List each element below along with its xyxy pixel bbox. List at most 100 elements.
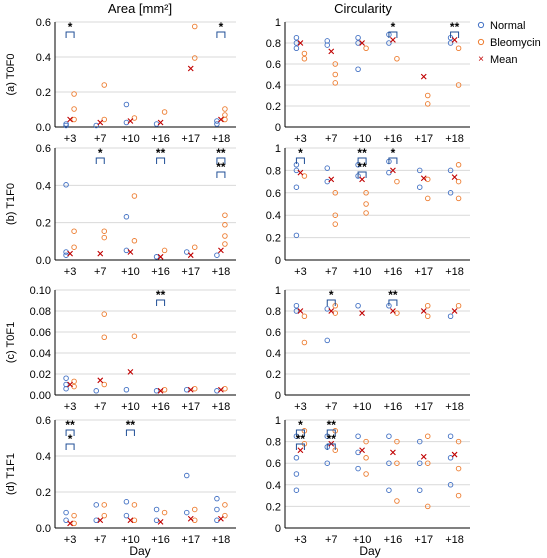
y-tick-label: 0.4: [266, 480, 281, 492]
bleomycin-point: [455, 195, 462, 202]
bleomycin-point: [332, 80, 339, 86]
normal-point: [293, 487, 300, 493]
significance-bracket: [95, 157, 105, 164]
panel-2: 00.20.40.60.81+3 +7 +10 +16 +17 +18* **: [266, 17, 470, 145]
x-tick-label: +3: [294, 534, 307, 546]
bleomycin-point: [161, 387, 168, 393]
normal-point: [293, 455, 300, 461]
bleomycin-point: [332, 71, 339, 78]
normal-point: [153, 506, 160, 513]
significance-bracket: [65, 31, 75, 38]
bleomycin-point: [191, 506, 198, 513]
y-tick-label: 0.4: [266, 210, 281, 222]
mean-marker: [157, 387, 164, 394]
mean-marker: [97, 517, 104, 524]
y-tick-label: 0.6: [266, 458, 281, 470]
normal-point: [447, 455, 454, 461]
bleomycin-point: [332, 221, 339, 227]
bleomycin-point: [131, 115, 138, 121]
bleomycin-point: [131, 333, 138, 339]
mean-marker: [420, 175, 427, 182]
x-tick-label: +10: [353, 401, 372, 413]
normal-point: [214, 495, 220, 502]
legend-normal-label: Normal: [490, 20, 525, 32]
normal-point: [324, 337, 331, 344]
y-tick-label: 0: [275, 122, 281, 134]
bleomycin-point: [222, 512, 228, 519]
normal-point: [63, 375, 69, 381]
x-tick-label: +7: [325, 133, 338, 145]
normal-point: [355, 40, 361, 46]
normal-point: [355, 303, 361, 309]
normal-point: [324, 165, 331, 171]
x-tick-label: +7: [94, 133, 107, 145]
x-tick-label: +3: [294, 133, 307, 145]
normal-point: [293, 45, 300, 52]
normal-point: [123, 499, 130, 505]
bleomycin-point: [425, 503, 431, 510]
significance-marker: **: [327, 418, 337, 432]
bleomycin-point: [101, 234, 107, 241]
y-tick-label: 0.02: [30, 369, 51, 381]
panel-7: 0.00.20.40.6+3 +7 +10 +16 +17 +18(d) T1F1****…: [5, 415, 236, 546]
normal-point: [214, 506, 220, 513]
y-tick-label: 0.2: [36, 87, 51, 99]
normal-point: [293, 303, 300, 309]
mean-marker: [420, 453, 427, 460]
y-tick-label: 0.4: [36, 180, 51, 192]
legend-mean-marker: ×: [478, 54, 484, 65]
bleomycin-point: [71, 91, 77, 97]
mean-marker: [127, 517, 134, 524]
bleomycin-point: [394, 178, 400, 185]
x-tick-label: +17: [181, 266, 200, 278]
mean-marker: [359, 40, 365, 46]
panel-3: 0.00.20.40.6+3 +7 +10 +16 +17 +18(b) T1F0* ** *…: [5, 143, 236, 278]
normal-point: [293, 184, 300, 190]
normal-point: [93, 388, 99, 394]
mean-marker: [328, 48, 335, 55]
x-tick-label: +10: [121, 401, 140, 413]
significance-marker: *: [329, 288, 334, 302]
mean-marker: [97, 250, 104, 257]
significance-bracket: [216, 171, 226, 178]
bleomycin-point: [71, 244, 77, 250]
bleomycin-point: [161, 247, 168, 254]
y-tick-label: 0.4: [36, 52, 51, 64]
normal-point: [123, 119, 130, 126]
bleomycin-point: [222, 233, 228, 239]
normal-point: [417, 487, 423, 493]
bleomycin-point: [425, 303, 431, 309]
mean-marker: [359, 176, 365, 183]
significance-bracket: [450, 31, 460, 38]
normal-point: [293, 308, 300, 314]
bleomycin-point: [363, 201, 369, 207]
bleomycin-point: [222, 222, 228, 228]
normal-point: [293, 232, 300, 239]
normal-point: [183, 509, 190, 516]
y-tick-label: 0.6: [266, 59, 281, 71]
x-tick-label: +17: [181, 401, 200, 413]
normal-point: [355, 66, 361, 72]
normal-point: [447, 167, 454, 174]
significance-bracket: [326, 443, 336, 450]
x-tick-label: +3: [64, 133, 77, 145]
bleomycin-point: [455, 45, 462, 52]
bleomycin-point: [394, 56, 400, 62]
significance-marker: *: [391, 20, 396, 34]
x-tick-label: +17: [181, 534, 200, 546]
significance-marker: **: [65, 418, 75, 432]
normal-point: [63, 517, 69, 524]
bleomycin-point: [363, 45, 369, 52]
bleomycin-point: [71, 520, 77, 527]
bleomycin-point: [71, 106, 77, 112]
x-tick-label: +16: [151, 534, 170, 546]
mean-marker: [67, 116, 73, 123]
y-tick-label: 0.2: [266, 369, 281, 381]
x-tick-label: +18: [445, 266, 464, 278]
normal-point: [153, 254, 160, 260]
mean-marker: [390, 167, 396, 174]
bleomycin-point: [425, 433, 431, 439]
normal-point: [63, 121, 69, 127]
bleomycin-point: [101, 334, 107, 341]
mean-marker: [127, 118, 134, 124]
